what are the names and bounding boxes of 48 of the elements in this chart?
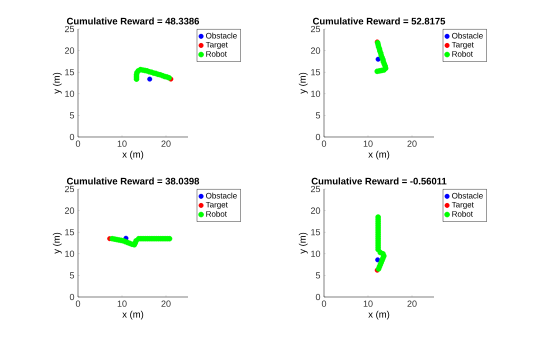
y-tick-label: 10 xyxy=(311,250,320,257)
y-axis-title: y (m) xyxy=(298,232,308,254)
x-tick-label: 0 xyxy=(322,140,326,147)
y-tick-label: 15 xyxy=(65,229,74,236)
chart-title: Cumulative Reward = 48.3386 xyxy=(66,18,200,25)
x-tick-label: 10 xyxy=(364,140,373,147)
y-tick-label: 25 xyxy=(64,186,74,192)
y-tick-label: 20 xyxy=(310,47,320,54)
x-tick-label: 10 xyxy=(118,300,127,307)
y-tick-label: 25 xyxy=(64,26,74,32)
chart-title: Cumulative Reward = 52.8175 xyxy=(312,18,446,25)
y-tick-label: 0 xyxy=(70,134,74,140)
y-tick-label: 20 xyxy=(310,207,320,214)
y-tick-label: 5 xyxy=(70,272,74,279)
x-axis-title: x (m) xyxy=(122,310,144,320)
x-axis-title: x (m) xyxy=(122,150,144,160)
y-tick-label: 15 xyxy=(65,69,74,76)
y-tick-label: 15 xyxy=(311,229,320,236)
y-tick-label: 0 xyxy=(316,294,320,300)
x-tick-label: 20 xyxy=(407,140,417,147)
y-tick-label: 5 xyxy=(316,272,320,279)
x-axis-title: x (m) xyxy=(368,310,390,320)
y-tick-label: 20 xyxy=(64,47,74,54)
y-tick-label: 10 xyxy=(65,250,74,257)
y-axis-title: y (m) xyxy=(52,232,62,254)
y-tick-label: 25 xyxy=(310,26,320,32)
y-axis-title: y (m) xyxy=(52,72,62,94)
x-tick-label: 0 xyxy=(76,300,80,307)
x-tick-label: 0 xyxy=(322,300,326,307)
y-tick-label: 10 xyxy=(65,90,74,97)
y-tick-label: 15 xyxy=(311,69,320,76)
x-tick-label: 20 xyxy=(161,140,171,147)
y-tick-label: 20 xyxy=(64,207,74,214)
x-tick-label: 0 xyxy=(76,140,80,147)
y-tick-label: 0 xyxy=(316,134,320,140)
chart-title: Cumulative Reward = -0.56011 xyxy=(312,178,446,185)
y-tick-label: 0 xyxy=(70,294,74,300)
chart-title: Cumulative Reward = 38.0398 xyxy=(66,178,200,185)
x-tick-label: 10 xyxy=(118,140,127,147)
x-tick-label: 20 xyxy=(407,300,417,307)
x-tick-label: 20 xyxy=(161,300,171,307)
y-tick-label: 10 xyxy=(311,90,320,97)
y-axis-title: y (m) xyxy=(298,72,308,94)
y-tick-label: 5 xyxy=(316,112,320,119)
x-tick-label: 10 xyxy=(364,300,373,307)
y-tick-label: 5 xyxy=(70,112,74,119)
x-axis-title: x (m) xyxy=(368,150,390,160)
y-tick-label: 25 xyxy=(310,186,320,192)
